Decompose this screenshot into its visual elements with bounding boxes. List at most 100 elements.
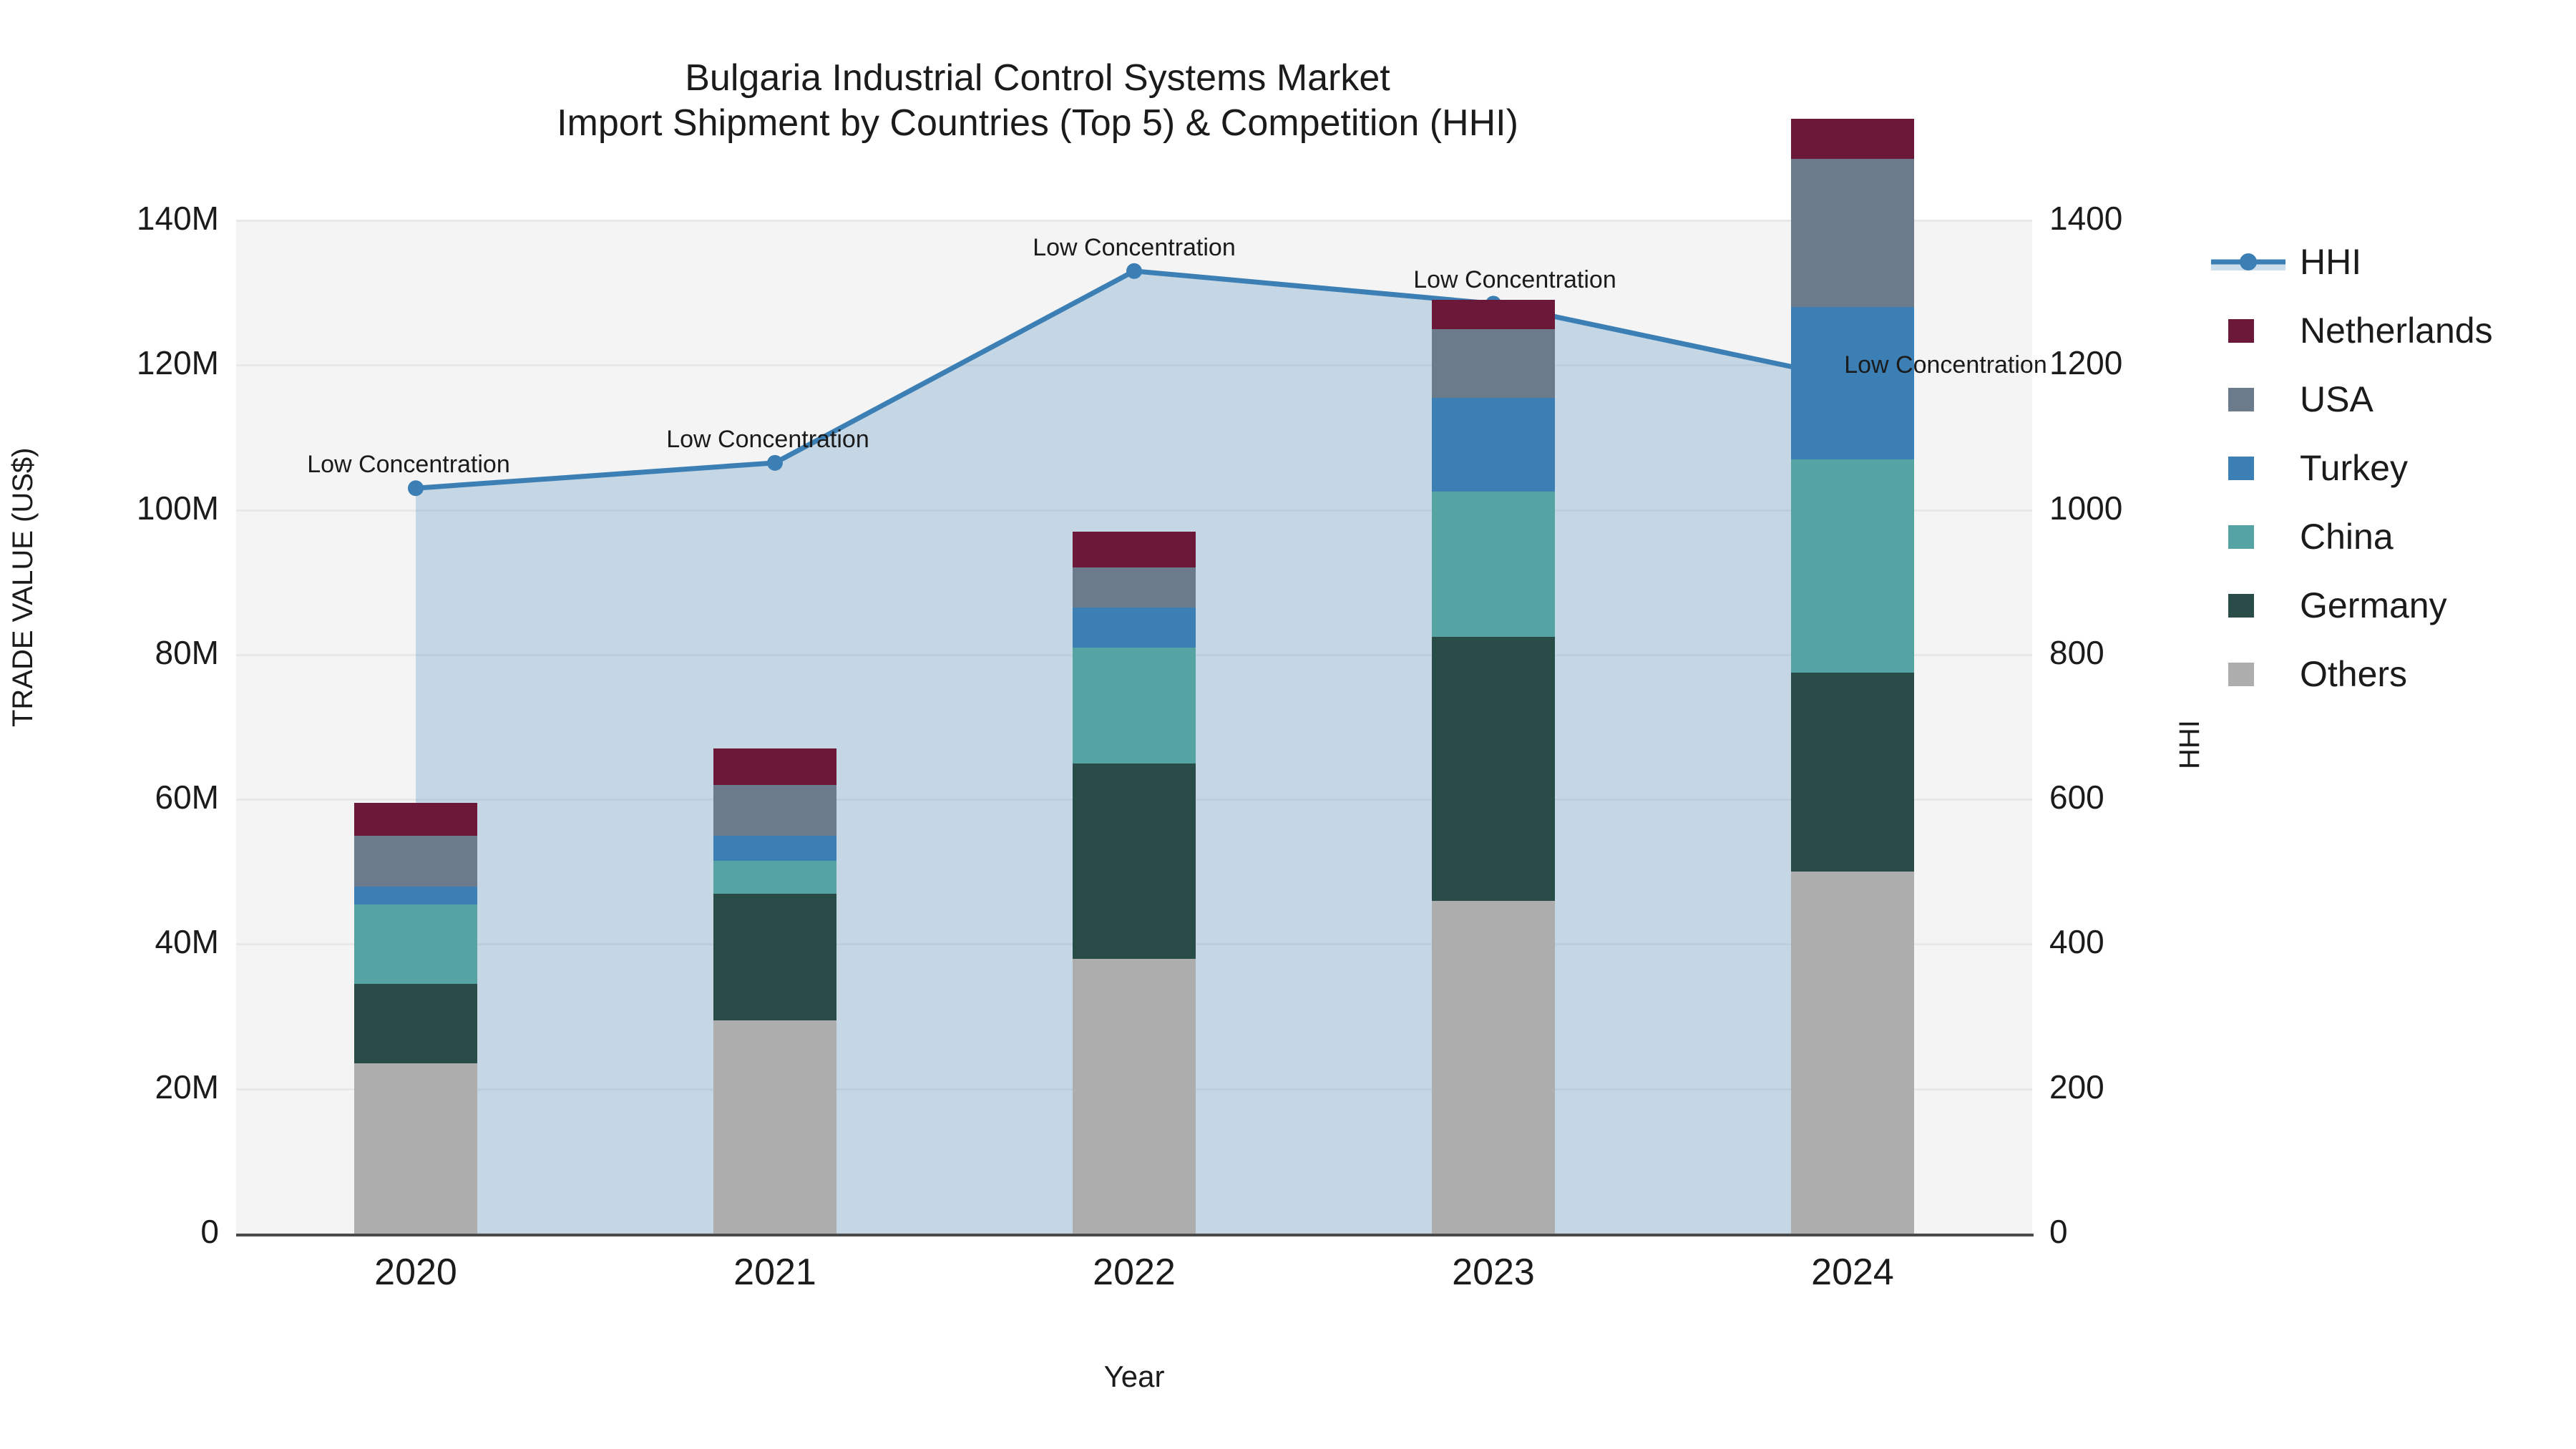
legend-key — [2208, 584, 2293, 627]
bar-segment-usa[interactable] — [713, 784, 836, 836]
hhi-point-annotation: Low Concentration — [1844, 351, 2047, 379]
legend-key — [2208, 515, 2293, 558]
chart-title-line-2: Import Shipment by Countries (Top 5) & C… — [557, 102, 1518, 145]
legend-item-usa[interactable]: USA — [2208, 365, 2566, 434]
legend-item-label: USA — [2300, 379, 2373, 419]
legend-item-label: HHI — [2300, 242, 2362, 282]
legend-color-swatch — [2228, 388, 2254, 411]
legend-key — [2208, 309, 2293, 352]
y-axis-left-tick: 0 — [200, 1213, 219, 1250]
chart-legend: HHI Netherlands USA Turkey China Germany Other… — [2208, 228, 2566, 708]
legend-color-swatch — [2228, 663, 2254, 686]
bar-segment-turkey[interactable] — [354, 886, 477, 904]
bar-segment-turkey[interactable] — [713, 835, 836, 862]
legend-item-china[interactable]: China — [2208, 502, 2566, 571]
x-axis-tick-2022: 2022 — [1093, 1252, 1176, 1293]
bar-group[interactable] — [1073, 220, 1196, 1234]
x-axis-line — [236, 1234, 2034, 1236]
hhi-point-annotation: Low Concentration — [1033, 233, 1236, 261]
bar-segment-turkey[interactable] — [1432, 397, 1555, 492]
bar-group[interactable] — [1791, 119, 1914, 1234]
bar-group[interactable] — [1432, 220, 1555, 1234]
gridline — [236, 509, 2032, 512]
bar-segment-turkey[interactable] — [1791, 307, 1914, 459]
legend-item-turkey[interactable]: Turkey — [2208, 434, 2566, 502]
legend-item-germany[interactable]: Germany — [2208, 571, 2566, 640]
bar-segment-others[interactable] — [1432, 900, 1555, 1234]
bar-group[interactable] — [354, 220, 477, 1234]
y-axis-left-tick: 140M — [136, 200, 219, 237]
bar-segment-usa[interactable] — [1073, 567, 1196, 608]
chart-title-line-1: Bulgaria Industrial Control Systems Mark… — [685, 57, 1390, 99]
bar-segment-germany[interactable] — [713, 893, 836, 1020]
bar-segment-netherlands[interactable] — [1432, 300, 1555, 329]
hhi-point-annotation: Low Concentration — [1413, 266, 1616, 294]
legend-item-label: Turkey — [2300, 448, 2408, 488]
x-axis-tick-2023: 2023 — [1452, 1252, 1535, 1293]
x-axis-tick-2020: 2020 — [374, 1252, 457, 1293]
legend-item-others[interactable]: Others — [2208, 640, 2566, 708]
x-axis-tick-2024: 2024 — [1811, 1252, 1894, 1293]
y-axis-right-tick: 1000 — [2049, 489, 2123, 527]
y-axis-right-tick: 800 — [2049, 633, 2104, 671]
legend-key — [2208, 653, 2293, 696]
hhi-point-annotation: Low Concentration — [307, 451, 510, 479]
bar-segment-netherlands[interactable] — [1791, 119, 1914, 160]
bar-segment-netherlands[interactable] — [354, 803, 477, 836]
legend-key — [2208, 240, 2293, 283]
x-axis-title: Year — [1103, 1360, 1165, 1393]
bar-segment-netherlands[interactable] — [713, 748, 836, 785]
bar-segment-china[interactable] — [713, 861, 836, 894]
legend-key — [2208, 378, 2293, 421]
bar-segment-germany[interactable] — [1432, 636, 1555, 901]
y-axis-left-tick: 20M — [155, 1068, 219, 1106]
y-axis-left-tick: 60M — [155, 779, 219, 816]
legend-color-swatch — [2228, 594, 2254, 618]
bar-segment-china[interactable] — [1073, 647, 1196, 763]
legend-color-swatch — [2228, 525, 2254, 549]
bar-segment-china[interactable] — [354, 904, 477, 985]
y-axis-left-title: TRADE VALUE (US$) — [7, 447, 39, 727]
legend-item-label: Others — [2300, 654, 2408, 694]
legend-color-swatch — [2228, 457, 2254, 480]
y-axis-left-tick: 120M — [136, 344, 219, 382]
bar-segment-others[interactable] — [713, 1020, 836, 1234]
y-axis-left-tick: 100M — [136, 489, 219, 527]
bar-segment-germany[interactable] — [1073, 763, 1196, 959]
bar-segment-usa[interactable] — [1791, 159, 1914, 308]
y-axis-right-tick: 600 — [2049, 779, 2104, 816]
gridline — [236, 220, 2032, 222]
y-axis-right-tick: 0 — [2049, 1213, 2068, 1250]
chart-title-block: Bulgaria Industrial Control Systems Mark… — [0, 56, 2075, 147]
y-axis-left-tick: 40M — [155, 923, 219, 961]
bar-segment-china[interactable] — [1432, 492, 1555, 637]
y-axis-right-tick: 200 — [2049, 1068, 2104, 1106]
y-axis-right-tick: 1200 — [2049, 344, 2123, 382]
bars-layer — [236, 119, 2032, 1234]
y-axis-left-tick: 80M — [155, 633, 219, 671]
bar-segment-netherlands[interactable] — [1073, 531, 1196, 568]
bar-segment-turkey[interactable] — [1073, 608, 1196, 648]
legend-item-label: Netherlands — [2300, 311, 2493, 351]
bar-segment-china[interactable] — [1791, 459, 1914, 673]
legend-color-swatch — [2228, 319, 2254, 343]
bar-segment-others[interactable] — [1073, 958, 1196, 1234]
legend-item-netherlands[interactable]: Netherlands — [2208, 296, 2566, 365]
bar-segment-germany[interactable] — [354, 984, 477, 1064]
bar-segment-germany[interactable] — [1791, 673, 1914, 872]
legend-item-hhi[interactable]: HHI — [2208, 228, 2566, 296]
bar-segment-others[interactable] — [354, 1063, 477, 1234]
x-axis-tick-2021: 2021 — [733, 1252, 816, 1293]
bar-segment-usa[interactable] — [354, 835, 477, 887]
hhi-point-annotation: Low Concentration — [666, 425, 869, 453]
legend-item-label: Germany — [2300, 585, 2447, 625]
bar-segment-usa[interactable] — [1432, 328, 1555, 398]
bar-segment-others[interactable] — [1791, 872, 1914, 1234]
y-axis-right-tick: 400 — [2049, 923, 2104, 961]
bar-group[interactable] — [713, 220, 836, 1234]
legend-key — [2208, 447, 2293, 489]
hhi-line-icon — [2208, 240, 2293, 283]
y-axis-right-title: HHI — [2174, 720, 2205, 769]
legend-item-label: China — [2300, 517, 2394, 557]
